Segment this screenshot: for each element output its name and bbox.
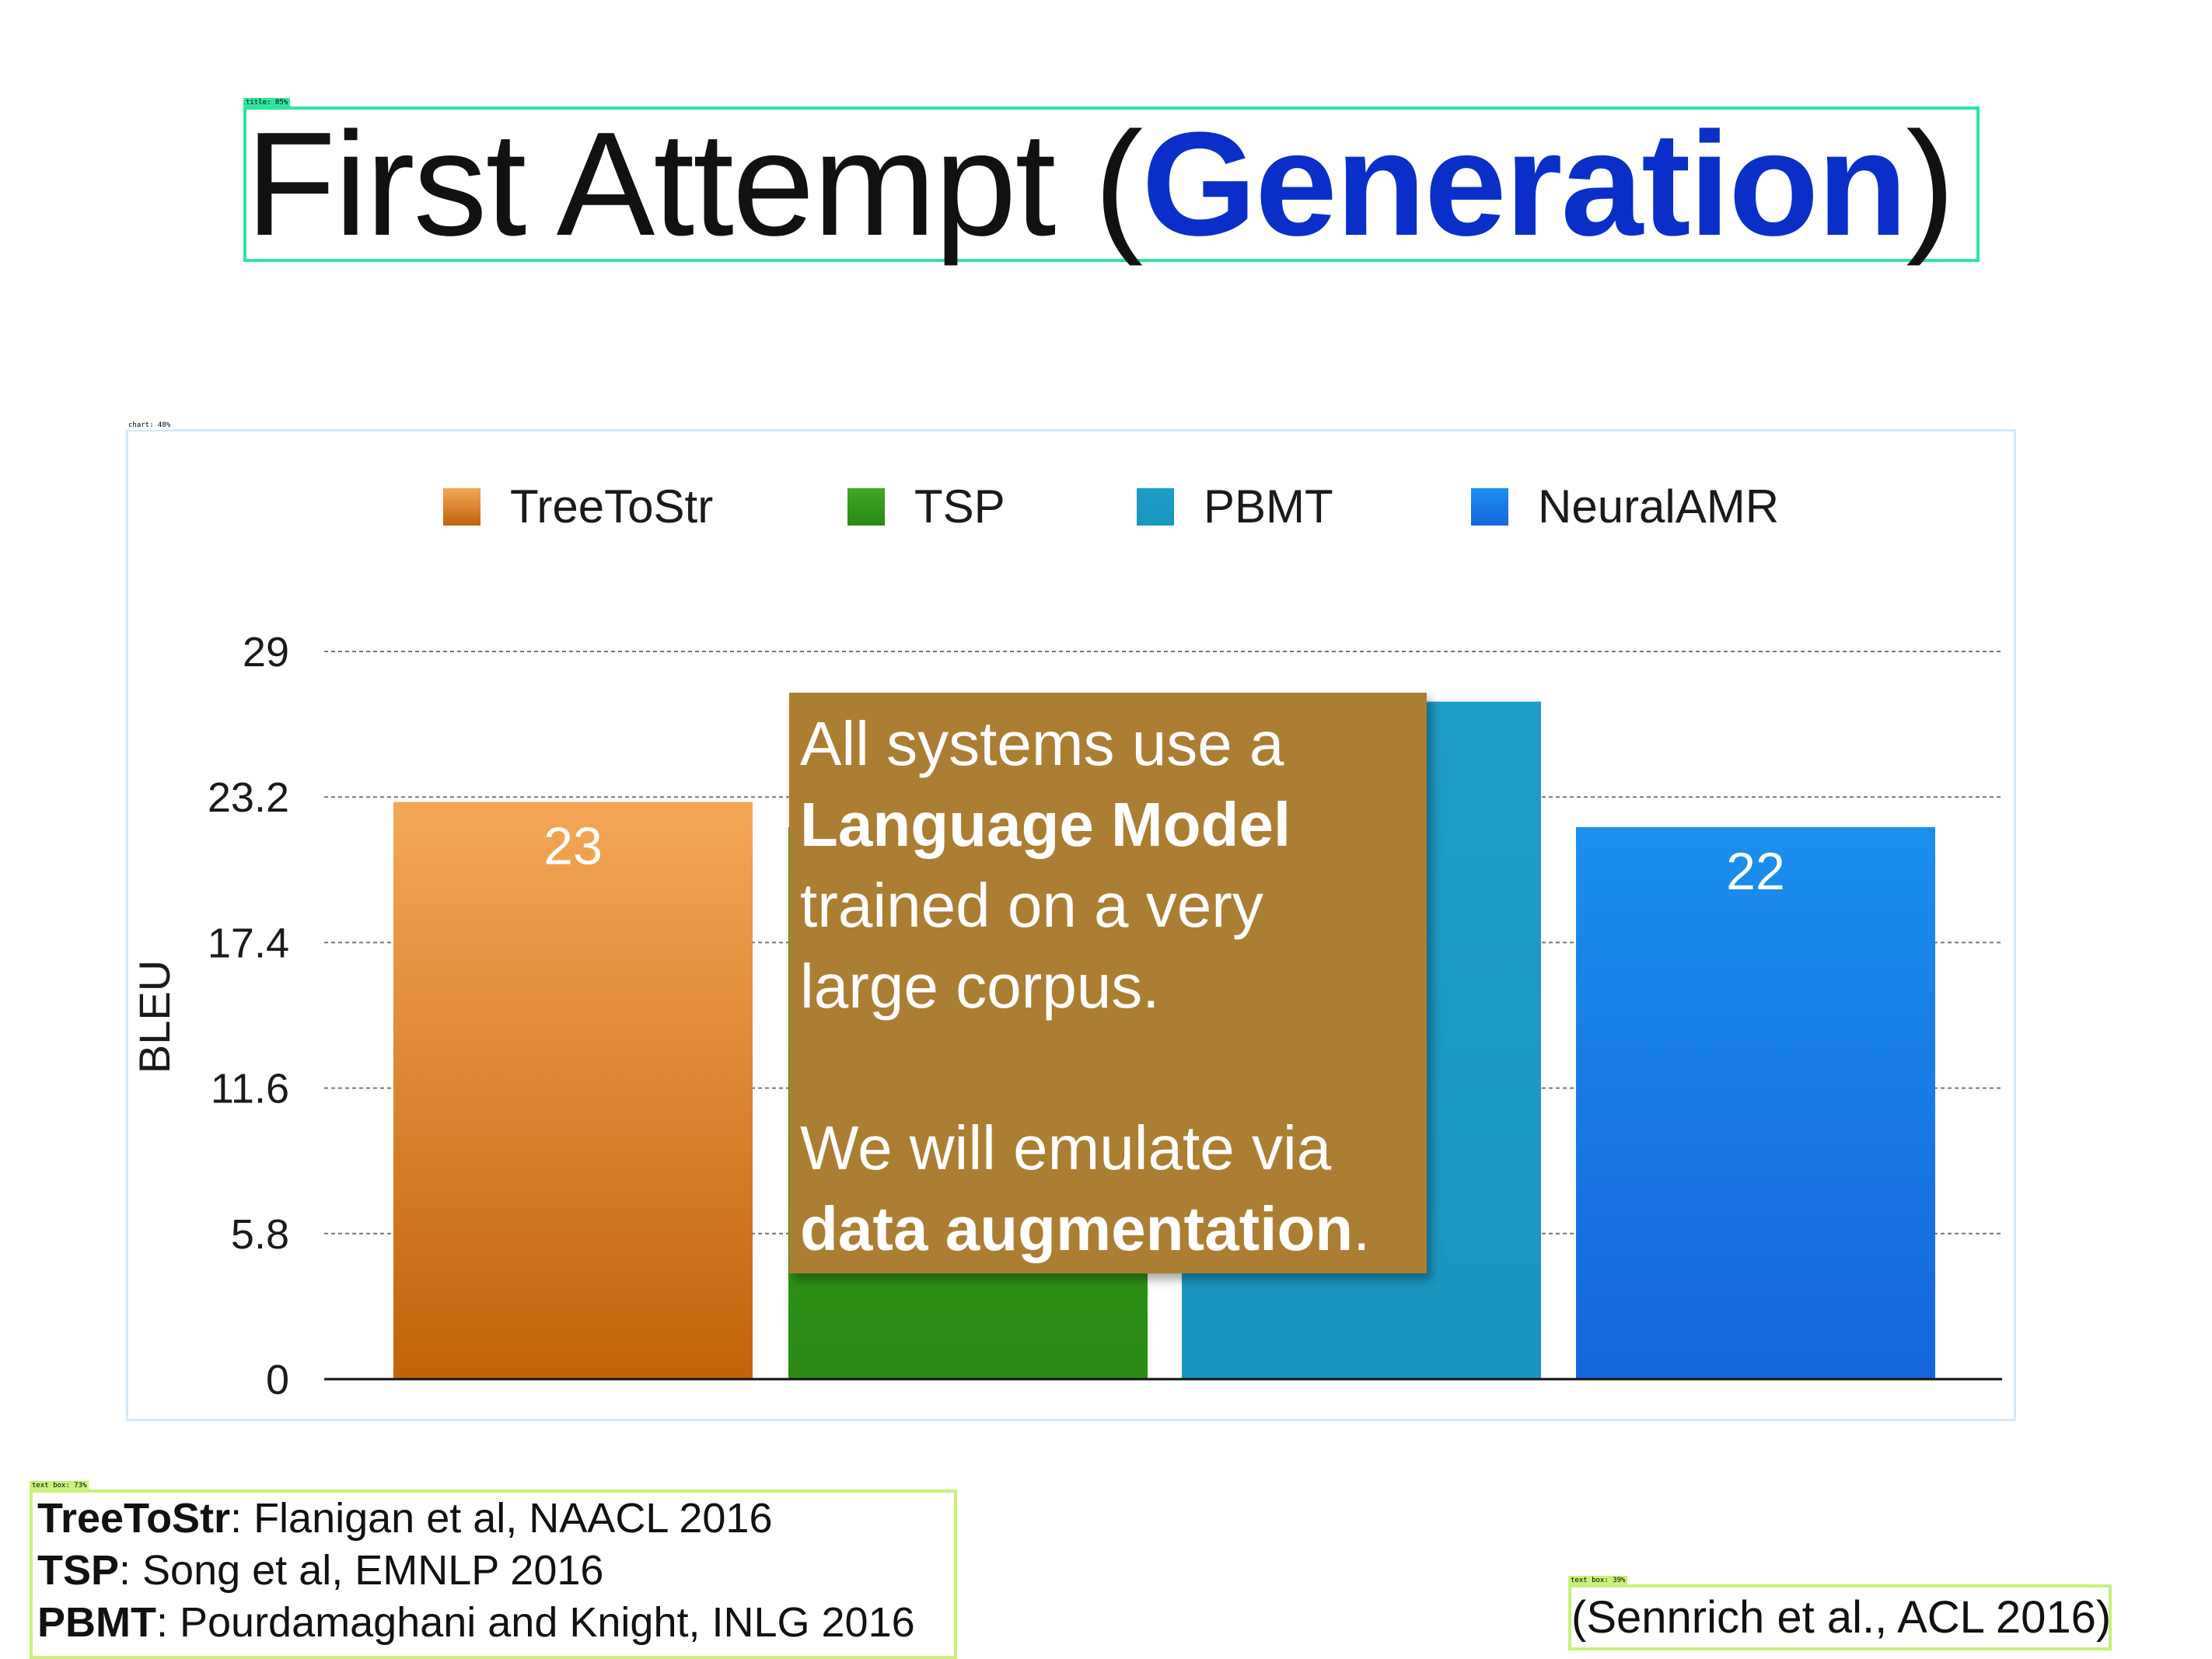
legend-label: TSP — [914, 480, 1005, 533]
reference-item: PBMT: Pourdamaghani and Knight, INLG 201… — [37, 1597, 954, 1649]
callout-note: All systems use a Language Model trained… — [789, 693, 1427, 1273]
refs-detection-tag: text box: 73% — [30, 1481, 89, 1490]
reference-item: TreeToStr: Flanigan et al, NAACL 2016 — [37, 1493, 954, 1545]
legend-swatch — [1137, 488, 1174, 526]
chart-detection-tag: chart: 48% — [126, 421, 173, 430]
note-line-5: We will emulate via — [800, 1113, 1332, 1182]
note-line-6-tail: . — [1353, 1194, 1371, 1263]
title-accent: Generation — [1141, 102, 1907, 267]
y-axis-label: BLEU — [130, 960, 179, 1074]
note-line-3: trained on a very — [800, 871, 1263, 940]
reference-text: : Song et al, EMNLP 2016 — [119, 1547, 604, 1594]
y-tick-labels: 0 5.8 11.6 17.4 23.2 29 — [208, 629, 289, 1403]
title-prefix: First Attempt ( — [246, 102, 1143, 267]
cite-detection-tag: text box: 39% — [1568, 1576, 1628, 1585]
legend-swatch — [443, 488, 480, 526]
bar-value-label: 23 — [543, 817, 603, 876]
y-tick-label: 29 — [243, 629, 289, 676]
chart-detection-box — [126, 429, 2016, 1421]
refs-detection-box — [30, 1490, 957, 1659]
y-tick-label: 17.4 — [208, 920, 289, 966]
reference-item: TSP: Song et al, EMNLP 2016 — [37, 1545, 954, 1597]
citation: (Sennrich et al., ACL 2016) — [1571, 1592, 2112, 1643]
reference-text: : Flanigan et al, NAACL 2016 — [230, 1495, 773, 1542]
slide-title: First Attempt (Generation) — [246, 109, 1976, 260]
y-tick-label: 5.8 — [231, 1211, 289, 1258]
title-detection-box — [243, 107, 1980, 262]
legend-label: NeuralAMR — [1538, 480, 1779, 533]
cite-detection-box — [1568, 1584, 2112, 1650]
y-tick-label: 11.6 — [211, 1066, 289, 1112]
legend-label: TreeToStr — [510, 480, 713, 533]
legend-item: TreeToStr — [443, 480, 713, 533]
legend-item: NeuralAMR — [1471, 480, 1779, 533]
legend-label: PBMT — [1204, 480, 1333, 533]
note-line-1: All systems use a — [800, 709, 1284, 778]
references: TreeToStr: Flanigan et al, NAACL 2016 TS… — [33, 1493, 954, 1657]
y-tick-label: 0 — [266, 1357, 289, 1403]
note-line-6-bold: data augmentation — [800, 1194, 1354, 1263]
note-line-2: Language Model — [800, 790, 1291, 859]
reference-system: TSP — [37, 1547, 120, 1594]
reference-system: TreeToStr — [37, 1495, 231, 1542]
note-line-4: large corpus. — [800, 952, 1160, 1021]
legend-swatch — [847, 488, 885, 526]
reference-system: PBMT — [37, 1599, 156, 1646]
legend-item: TSP — [847, 480, 1005, 533]
bar-treetostr — [393, 802, 753, 1379]
legend-item: PBMT — [1137, 480, 1333, 533]
legend: TreeToStr TSP PBMT NeuralAMR — [443, 480, 1779, 533]
reference-text: : Pourdamaghani and Knight, INLG 2016 — [156, 1599, 915, 1646]
title-suffix: ) — [1906, 102, 1955, 267]
legend-swatch — [1471, 488, 1508, 526]
title-detection-tag: title: 85% — [243, 98, 291, 107]
y-tick-label: 23.2 — [208, 774, 289, 821]
bar-value-label: 22 — [1726, 842, 1785, 901]
bar-neuralamr — [1576, 826, 1935, 1379]
